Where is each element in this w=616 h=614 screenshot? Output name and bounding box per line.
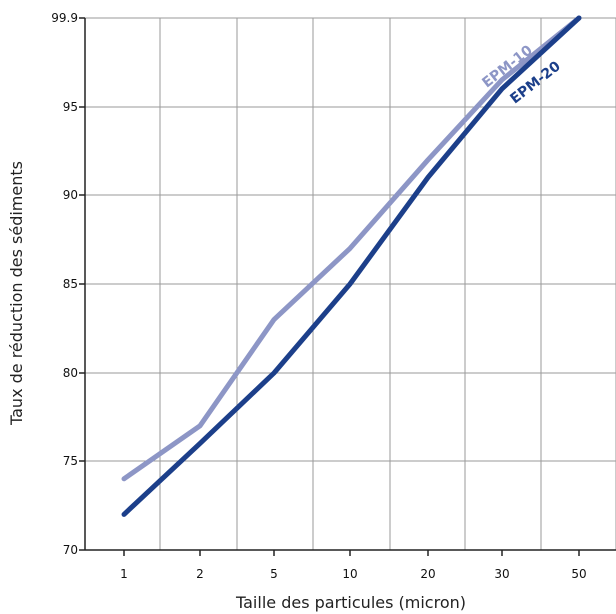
x-tick-label: 2	[196, 567, 204, 581]
x-tick-label: 1	[120, 567, 128, 581]
y-axis-title: Taux de réduction des sédiments	[7, 161, 26, 426]
y-tick-label: 75	[63, 454, 78, 468]
x-tick-label: 10	[342, 567, 357, 581]
y-tick-labels: 70 75 80 85 90 95 99.9	[51, 11, 78, 557]
x-tick-label: 5	[270, 567, 278, 581]
y-tick-label: 99.9	[51, 11, 78, 25]
axes	[79, 17, 616, 556]
series-lines	[121, 15, 582, 517]
y-tick-label: 70	[63, 543, 78, 557]
series-line-epm-10	[121, 15, 582, 482]
x-tick-label: 30	[494, 567, 509, 581]
y-tick-label: 80	[63, 366, 78, 380]
series-line-epm-20	[121, 15, 582, 517]
x-tick-label: 50	[571, 567, 586, 581]
x-tick-labels: 1 2 5 10 20 30 50	[120, 567, 586, 581]
x-axis-title: Taille des particules (micron)	[235, 593, 466, 612]
x-tick-label: 20	[420, 567, 435, 581]
y-tick-label: 95	[63, 100, 78, 114]
y-tick-label: 90	[63, 188, 78, 202]
y-tick-label: 85	[63, 277, 78, 291]
